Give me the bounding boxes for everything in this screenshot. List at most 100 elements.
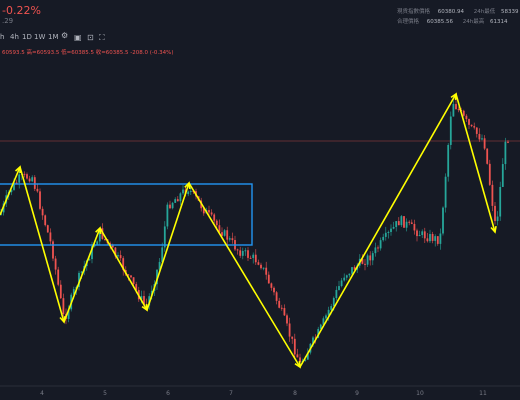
candle-body (332, 298, 335, 307)
candle-body (182, 189, 184, 194)
candle-body (421, 231, 424, 236)
candle-body (88, 259, 91, 261)
candle-body (39, 191, 41, 209)
candle-body (10, 189, 13, 193)
candle-body (78, 272, 80, 287)
candle-body (236, 249, 239, 251)
candle-body (304, 359, 307, 361)
info-value: 60385.56 (426, 19, 454, 25)
info-label: 24h最高 (462, 19, 485, 25)
zigzag-segment[interactable] (299, 93, 457, 368)
candle-body (288, 323, 291, 337)
info-label: 現貨指數價格 (397, 9, 431, 15)
timeframe-1w[interactable]: 1W (34, 33, 46, 41)
info-value: 58339 (501, 9, 519, 15)
candle-body (96, 241, 99, 246)
candle-body (369, 255, 372, 261)
candle-body (465, 115, 468, 120)
candle-body (36, 188, 39, 192)
candle-body (18, 174, 21, 183)
candle-body (483, 138, 486, 149)
range-rectangle (0, 183, 253, 246)
zigzag-segment[interactable] (63, 227, 101, 323)
candle-body (247, 250, 249, 258)
candle-body (312, 337, 314, 344)
cursor-icon[interactable]: ⊡ (87, 33, 94, 42)
candle-body (57, 269, 60, 285)
candle-body (413, 223, 416, 231)
candle-body (387, 231, 390, 233)
candle-body (330, 306, 333, 310)
candle-body (426, 238, 429, 242)
candle-body (455, 104, 457, 110)
candle-body (171, 202, 174, 209)
zigzag-segment[interactable] (99, 227, 148, 311)
candle-body (119, 255, 122, 259)
candle-body (13, 182, 15, 190)
candle-body (174, 199, 177, 203)
candle-body (494, 205, 496, 222)
candle-body (221, 232, 223, 236)
candle-body (410, 222, 413, 224)
timeframe-4h[interactable]: 4h (10, 33, 19, 41)
x-tick-label: 4 (40, 390, 44, 397)
x-tick-label: 6 (166, 390, 170, 397)
candle-body (59, 284, 62, 299)
candle-body (481, 138, 483, 140)
candle-body (361, 258, 364, 264)
candle-body (275, 292, 278, 301)
arrow-head (490, 225, 497, 234)
x-tick-label: 10 (416, 390, 424, 397)
candle-body (507, 141, 509, 143)
candle-body (249, 257, 252, 259)
candles-layer (0, 98, 509, 364)
timeframe-1m[interactable]: 1M (48, 33, 59, 41)
timeframe-1h[interactable]: h (0, 33, 5, 41)
candle-body (166, 204, 169, 227)
timeframe-1d[interactable]: 1D (22, 33, 32, 41)
candle-body (392, 226, 395, 229)
zigzag-segment[interactable] (146, 182, 190, 311)
candle-body (390, 228, 392, 232)
candle-body (72, 289, 75, 295)
candle-body (442, 207, 444, 234)
zigzag-segment[interactable] (455, 93, 496, 233)
candle-body (254, 254, 257, 263)
fullscreen-icon[interactable]: ⛶ (99, 33, 105, 42)
candle-body (104, 238, 106, 240)
candle-body (158, 261, 161, 270)
candle-body (296, 354, 299, 358)
candle-body (475, 127, 478, 134)
candle-body (286, 315, 288, 324)
candle-body (405, 221, 408, 228)
candle-body (293, 338, 296, 355)
candle-body (176, 199, 179, 202)
time-axis-labels: 4 5 6 7 8 9 10 11 (40, 390, 487, 397)
candle-body (111, 244, 114, 248)
candle-body (44, 215, 47, 226)
candle-body (384, 232, 387, 237)
info-label: 24h最低 (473, 9, 496, 15)
zigzag-segment[interactable] (19, 166, 65, 323)
camera-icon[interactable]: ▣ (74, 33, 82, 42)
candle-body (353, 267, 356, 270)
candle-body (122, 258, 125, 271)
candle-body (452, 104, 455, 117)
candle-body (130, 275, 132, 278)
candle-body (449, 116, 452, 145)
candle-body (403, 216, 405, 228)
candle-body (52, 241, 54, 259)
zigzag-segment[interactable] (188, 182, 301, 368)
candle-body (241, 250, 244, 256)
candle-body (486, 148, 489, 164)
candle-body (348, 273, 351, 276)
candle-body (382, 236, 385, 241)
settings-icon[interactable]: ⚙ (61, 31, 69, 40)
candle-body (132, 277, 135, 285)
candle-body (436, 236, 439, 244)
zigzag-segment[interactable] (0, 166, 21, 216)
candle-body (143, 296, 145, 305)
candle-body (325, 315, 327, 319)
candle-body (280, 307, 283, 309)
